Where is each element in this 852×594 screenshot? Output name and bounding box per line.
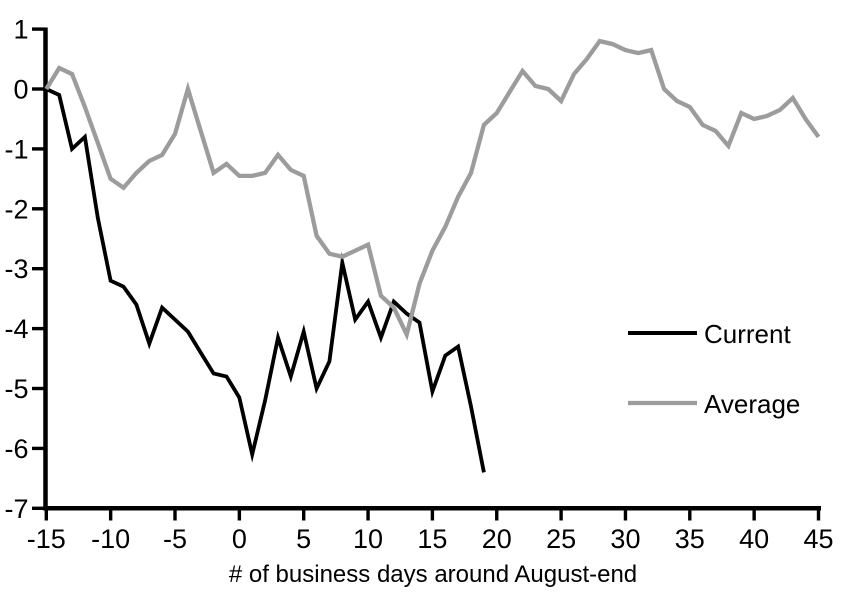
x-tick-label: 15	[417, 524, 447, 554]
y-tick-label: -6	[4, 434, 28, 464]
axes	[43, 27, 821, 511]
x-tick-label: 35	[675, 524, 705, 554]
y-tick-label: -1	[4, 134, 28, 164]
legend: Current Average	[628, 319, 800, 419]
y-axis-ticks: 1 0 -1 -2 -3 -4 -5 -6 -7	[4, 15, 46, 524]
x-tick-label: 25	[546, 524, 576, 554]
y-tick-label: -2	[4, 194, 28, 224]
x-tick-label: -10	[91, 524, 130, 554]
legend-label-average: Average	[704, 389, 800, 419]
y-tick-label: -4	[4, 314, 28, 344]
x-tick-label: -5	[163, 524, 187, 554]
series-lines	[44, 38, 821, 473]
x-tick-label: 45	[803, 524, 833, 554]
x-tick-label: 40	[739, 524, 769, 554]
x-tick-label: 30	[610, 524, 640, 554]
series-line-current	[45, 87, 486, 473]
x-axis-title: # of business days around August-end	[229, 561, 637, 588]
y-tick-label: 0	[13, 75, 28, 105]
y-tick-label: -5	[4, 374, 28, 404]
x-tick-label: 20	[482, 524, 512, 554]
y-tick-label: -3	[4, 254, 28, 284]
y-tick-label: 1	[13, 15, 28, 45]
legend-label-current: Current	[704, 319, 791, 349]
series-line-average	[44, 38, 821, 341]
x-tick-label: 5	[296, 524, 311, 554]
x-tick-label: 0	[232, 524, 247, 554]
y-tick-label: -7	[4, 494, 28, 524]
x-tick-label: -15	[27, 524, 66, 554]
x-axis-ticks: -15 -10 -5 0 5 10 15 20 25 30 35 40 45	[27, 508, 834, 554]
x-tick-label: 10	[353, 524, 383, 554]
